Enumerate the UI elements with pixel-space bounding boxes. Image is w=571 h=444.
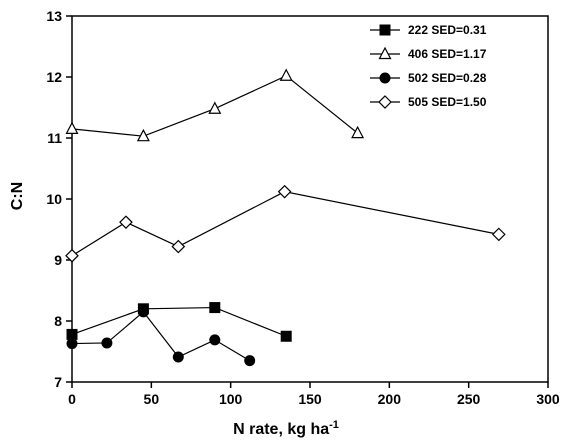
series-line xyxy=(71,191,499,257)
data-point-square xyxy=(209,302,221,314)
data-point-diamond xyxy=(491,227,506,242)
data-point-triangle xyxy=(378,46,392,60)
y-tick-label: 13 xyxy=(46,8,62,24)
x-tick-label: 50 xyxy=(144,391,160,407)
y-axis-ticks: 7 8 9 10 11 12 13 xyxy=(46,8,72,390)
legend: 222 SED=0.31 406 SED=1.17 502 SED=0.28 505 … xyxy=(370,23,487,109)
y-tick-label: 9 xyxy=(54,252,62,268)
legend-item: 505 SED=1.50 xyxy=(370,95,487,109)
x-tick-label: 250 xyxy=(457,391,481,407)
series-1 xyxy=(65,68,365,142)
data-point-circle xyxy=(137,306,149,318)
y-tick-label: 10 xyxy=(46,191,62,207)
x-tick-label: 200 xyxy=(378,391,402,407)
data-point-circle xyxy=(244,355,256,367)
series-line xyxy=(71,306,287,337)
y-tick-label: 7 xyxy=(54,374,62,390)
x-tick-label: 0 xyxy=(68,391,76,407)
legend-label: 502 SED=0.28 xyxy=(408,71,487,85)
legend-item: 406 SED=1.17 xyxy=(370,46,487,61)
data-point-diamond xyxy=(171,239,186,254)
data-point-circle xyxy=(209,334,221,346)
data-point-triangle xyxy=(208,101,222,114)
data-point-circle xyxy=(172,351,184,363)
data-point-circle xyxy=(66,338,78,350)
data-point-diamond xyxy=(378,95,392,109)
x-axis-ticks: 0 50 100 150 200 250 300 xyxy=(68,382,560,407)
y-tick-label: 11 xyxy=(47,130,62,146)
y-tick-label: 8 xyxy=(54,313,62,329)
legend-label: 222 SED=0.31 xyxy=(408,23,487,37)
x-tick-label: 300 xyxy=(536,391,560,407)
series-3 xyxy=(65,184,506,263)
series-layer xyxy=(65,68,506,367)
x-axis-title: N rate, kg ha-1 xyxy=(233,419,339,438)
legend-label: 406 SED=1.17 xyxy=(408,47,487,61)
data-point-triangle xyxy=(351,125,365,139)
data-point-triangle xyxy=(136,128,150,142)
data-point-circle xyxy=(101,337,113,349)
data-point-square xyxy=(379,24,391,36)
data-point-diamond xyxy=(65,248,79,263)
y-tick-label: 12 xyxy=(46,69,62,85)
legend-item: 502 SED=0.28 xyxy=(370,71,487,85)
data-point-triangle xyxy=(279,68,293,81)
data-point-diamond xyxy=(119,215,133,230)
x-tick-label: 150 xyxy=(298,391,322,407)
data-point-circle xyxy=(379,72,391,84)
x-axis-title-text: N rate, kg ha xyxy=(233,421,329,438)
data-point-square xyxy=(66,328,78,340)
x-tick-label: 100 xyxy=(219,391,243,407)
data-point-triangle xyxy=(65,121,79,134)
series-0 xyxy=(66,302,292,342)
series-2 xyxy=(66,306,256,367)
data-point-diamond xyxy=(277,184,292,199)
y-axis-title: C:N xyxy=(9,182,26,210)
series-line xyxy=(71,310,251,362)
x-axis-title-superscript: -1 xyxy=(329,419,339,431)
legend-item: 222 SED=0.31 xyxy=(370,23,487,37)
data-point-square xyxy=(280,330,292,342)
legend-label: 505 SED=1.50 xyxy=(408,95,487,109)
